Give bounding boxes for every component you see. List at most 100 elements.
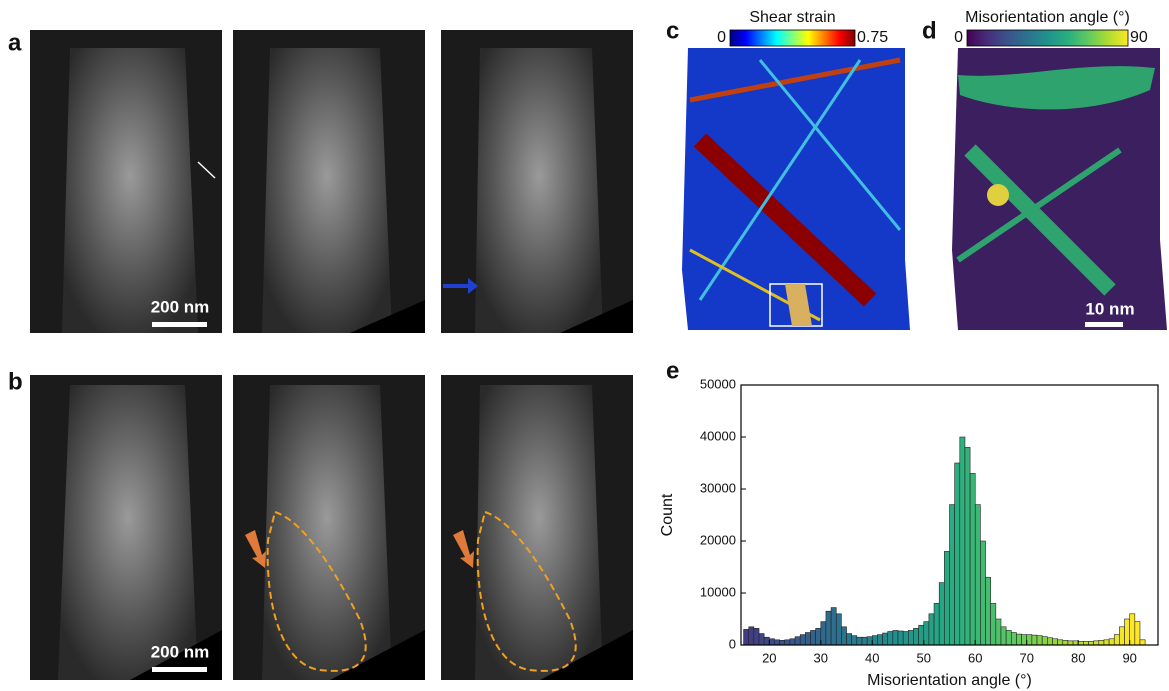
bar <box>913 628 918 645</box>
bar <box>1114 635 1119 645</box>
bar <box>841 627 846 645</box>
bar <box>991 603 996 645</box>
bar <box>1099 640 1104 645</box>
bar <box>1022 635 1027 645</box>
x-tick-label: 90 <box>1122 650 1136 665</box>
bar <box>1063 640 1068 645</box>
y-tick-label: 50000 <box>700 376 736 391</box>
bar <box>1140 640 1145 645</box>
colorbar-tick-label: 0 <box>717 29 726 46</box>
bar <box>1037 636 1042 645</box>
bar <box>862 637 867 645</box>
bar <box>955 463 960 645</box>
bar <box>950 505 955 645</box>
bar <box>744 629 749 645</box>
bar <box>1130 614 1135 645</box>
bar <box>774 640 779 645</box>
bar <box>1042 637 1047 645</box>
y-tick-label: 30000 <box>700 480 736 495</box>
y-tick-label: 10000 <box>700 584 736 599</box>
bar <box>764 637 769 645</box>
bar <box>960 437 965 645</box>
panel-label: e <box>666 357 679 384</box>
bar <box>831 608 836 645</box>
scale-bar-label: 200 nm <box>151 297 210 316</box>
bar <box>749 627 754 645</box>
x-tick-label: 20 <box>762 650 776 665</box>
bar <box>1104 640 1109 645</box>
bar <box>1047 638 1052 645</box>
bar <box>769 639 774 645</box>
y-axis-label: Count <box>659 493 676 536</box>
bar <box>785 640 790 645</box>
panel-label: d <box>922 17 937 44</box>
bar <box>780 640 785 645</box>
bar <box>816 628 821 645</box>
bar <box>944 551 949 645</box>
bar <box>826 611 831 645</box>
bar <box>852 636 857 645</box>
bar <box>1125 619 1130 645</box>
y-tick-label: 40000 <box>700 428 736 443</box>
bar <box>821 622 826 645</box>
bar <box>908 630 913 645</box>
bar <box>1119 627 1124 645</box>
bar <box>1135 622 1140 645</box>
x-tick-label: 70 <box>1019 650 1033 665</box>
bar <box>1032 635 1037 645</box>
bar <box>1068 641 1073 645</box>
bar <box>1027 635 1032 645</box>
simulation-images <box>682 48 1167 330</box>
bar <box>1109 639 1114 645</box>
bar <box>1016 634 1021 645</box>
x-tick-label: 80 <box>1071 650 1085 665</box>
bar <box>929 614 934 645</box>
bar <box>790 639 795 645</box>
bar <box>857 637 862 645</box>
bar <box>847 634 852 645</box>
x-tick-label: 60 <box>968 650 982 665</box>
bar <box>1058 640 1063 645</box>
tem-images <box>30 30 633 680</box>
y-tick-label: 0 <box>729 636 736 651</box>
bar <box>1001 627 1006 645</box>
bar <box>919 625 924 645</box>
bar <box>975 505 980 645</box>
bar <box>872 636 877 645</box>
colorbar-title: Shear strain <box>749 9 835 26</box>
bar <box>980 541 985 645</box>
bar <box>1073 641 1078 645</box>
bar <box>888 631 893 645</box>
bar <box>970 473 975 645</box>
scale-bar-label: 10 nm <box>1085 299 1134 318</box>
figure: a b c d e 200 nm 200 nm 10 nm Shear stra… <box>0 0 1169 691</box>
panel-label: c <box>666 17 679 44</box>
bar <box>811 630 816 645</box>
bar <box>805 633 810 645</box>
colorbar-tick-label: 90 <box>1130 29 1148 46</box>
bar <box>836 614 841 645</box>
y-tick-label: 20000 <box>700 532 736 547</box>
colorbar-tick-label: 0 <box>954 29 963 46</box>
bar <box>867 637 872 645</box>
bar <box>934 603 939 645</box>
bar <box>898 631 903 645</box>
x-axis-label: Misorientation angle (°) <box>867 672 1032 689</box>
panel-label: b <box>8 368 23 395</box>
bar <box>754 628 759 645</box>
x-tick-label: 50 <box>917 650 931 665</box>
bar <box>877 635 882 645</box>
bar <box>1011 633 1016 645</box>
x-tick-label: 30 <box>814 650 828 665</box>
x-tick-label: 40 <box>865 650 879 665</box>
bar <box>986 577 991 645</box>
bar <box>1052 639 1057 645</box>
colorbar-tick-label: 0.75 <box>857 29 888 46</box>
bar <box>939 583 944 645</box>
bar <box>1094 641 1099 645</box>
bar <box>924 622 929 645</box>
bar <box>996 619 1001 645</box>
bar <box>965 447 970 645</box>
panel-label: a <box>8 29 22 56</box>
colorbar <box>967 30 1128 46</box>
